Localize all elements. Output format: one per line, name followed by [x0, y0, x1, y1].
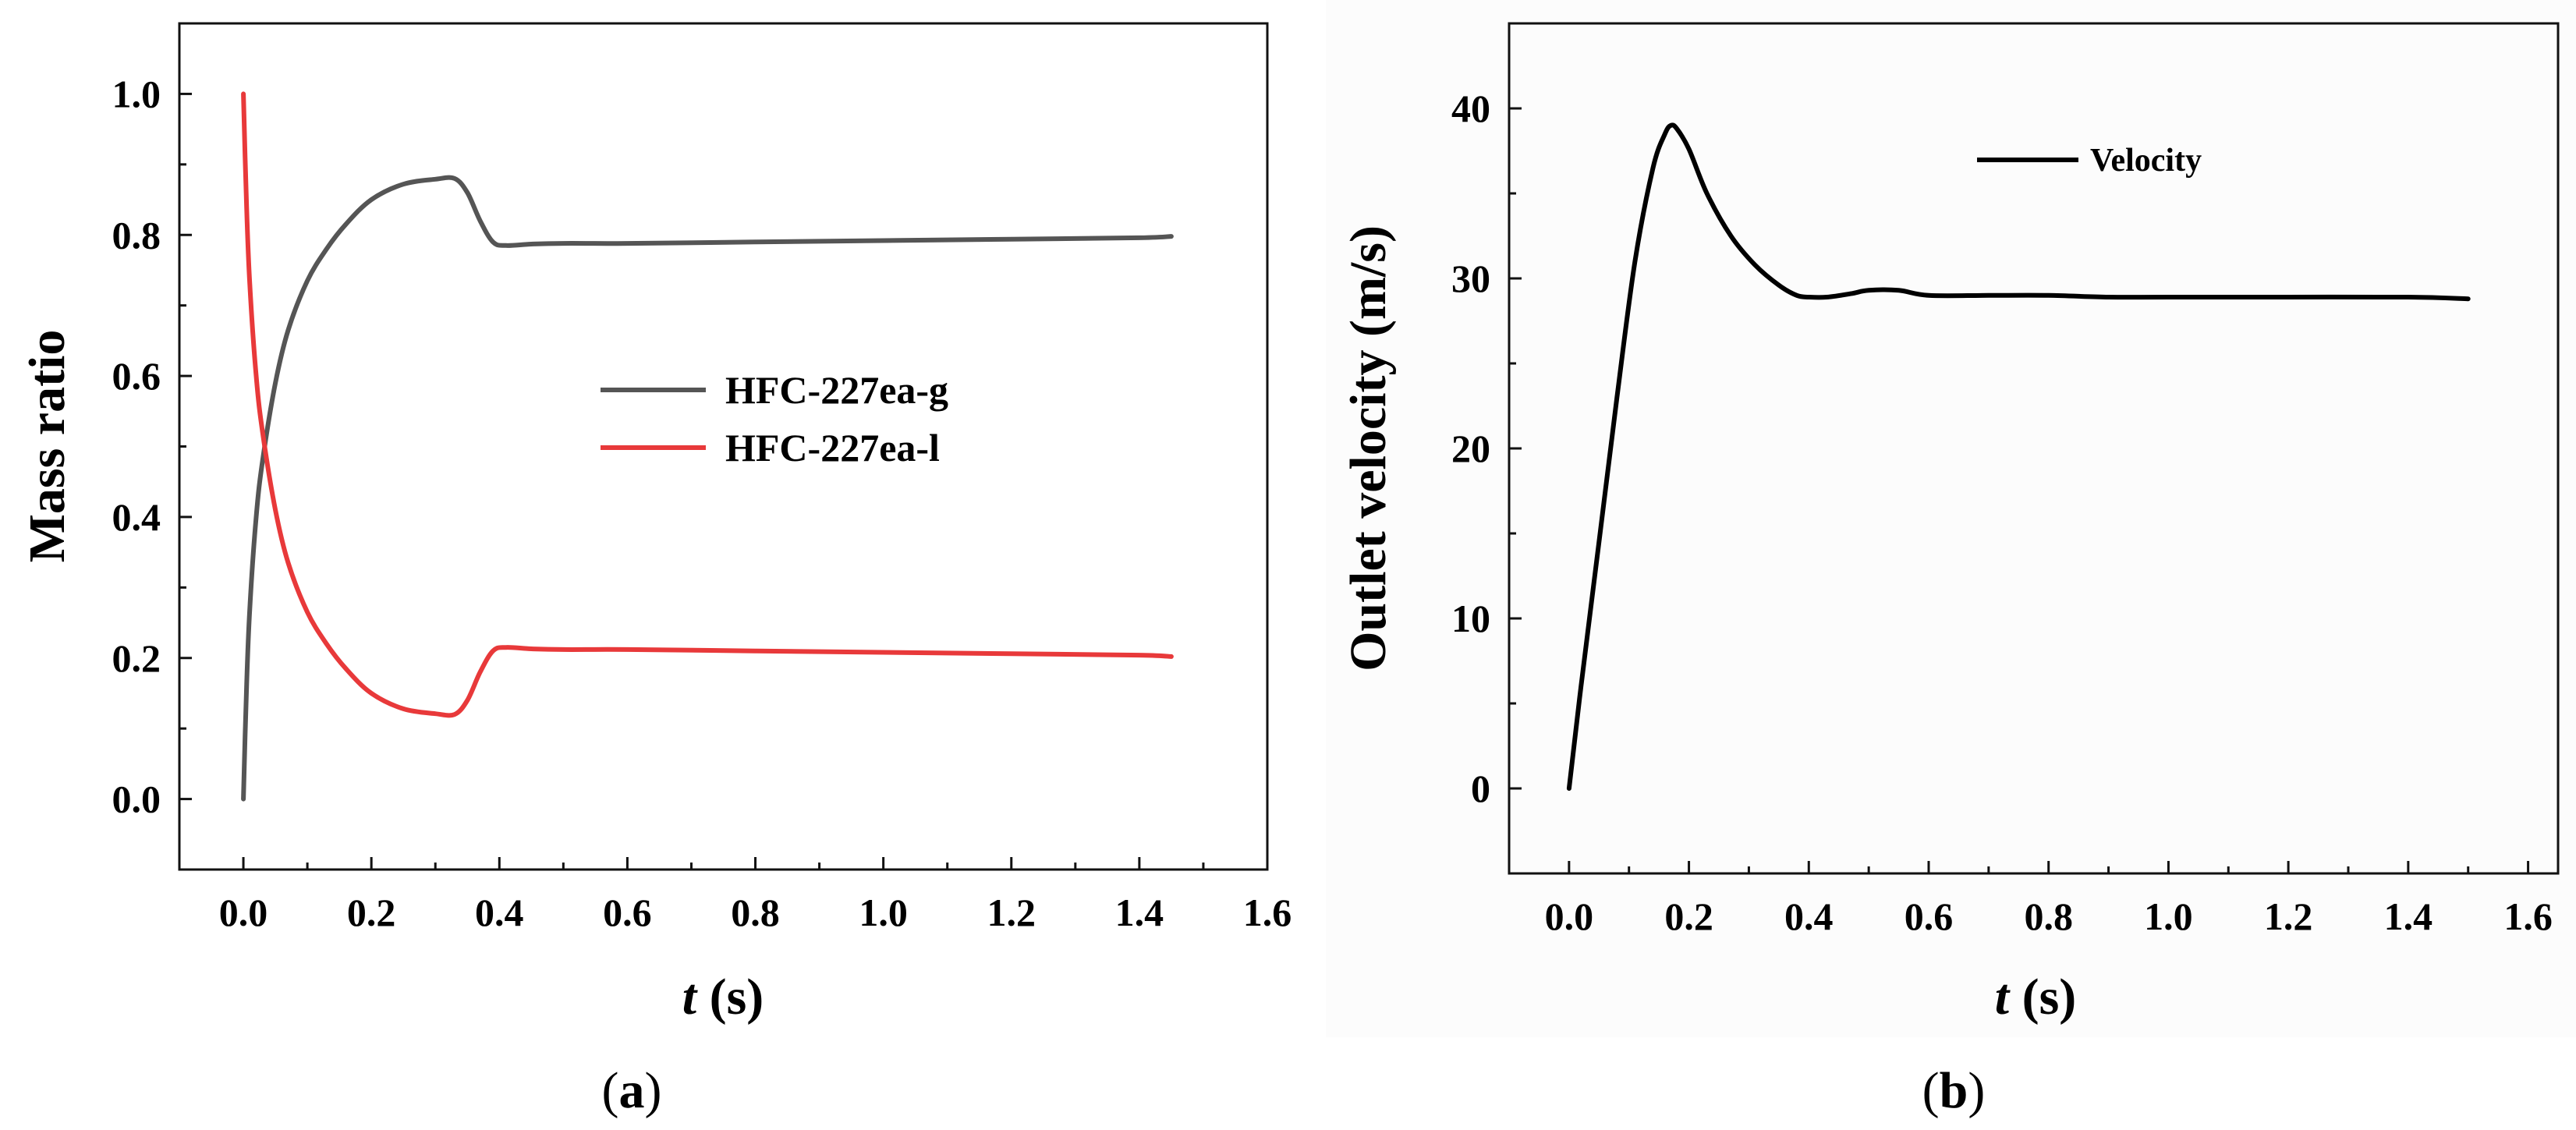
- panel-a-y-ticks: 0.0 0.2 0.4 0.6 0.8 1.0: [112, 72, 192, 821]
- panel-a-y-tick-label: 0.4: [112, 495, 161, 539]
- panel-b-y-tick-label: 30: [1451, 257, 1490, 300]
- panel-a-x-tick-label: 1.4: [1115, 891, 1164, 934]
- panel-a-y-tick-label: 0.6: [112, 354, 161, 398]
- panel-a-legend: HFC-227ea-g HFC-227ea-l: [601, 368, 948, 469]
- panel-a-background: [0, 0, 1326, 1037]
- panel-a-y-tick-label: 0.8: [112, 213, 161, 257]
- panel-b-x-axis-var: t: [1995, 969, 2011, 1026]
- panel-a-x-tick-label: 1.2: [987, 891, 1036, 934]
- panel-b-x-tick-label: 0.2: [1664, 894, 1713, 938]
- panel-a-x-tick-label: 1.6: [1243, 891, 1292, 934]
- panel-a-x-tick-label: 1.0: [859, 891, 908, 934]
- legend-label-hfc-227ea-g: HFC-227ea-g: [725, 368, 948, 412]
- panel-a-x-tick-label: 0.8: [731, 891, 780, 934]
- panel-b-x-tick-label: 0.8: [2024, 894, 2073, 938]
- panel-a-y-axis-label: Mass ratio: [19, 330, 76, 563]
- panel-b-y-ticks: 0 10 20 30 40: [1451, 87, 1522, 810]
- panel-b-x-tick-label: 1.6: [2503, 894, 2553, 938]
- panel-b-y-tick-label: 0: [1471, 767, 1490, 810]
- panel-a-caption: (a): [602, 1062, 662, 1119]
- panel-a-y-tick-label: 1.0: [112, 72, 161, 115]
- panel-b-x-tick-label: 1.0: [2144, 894, 2193, 938]
- panel-a-chart: 0.0 0.2 0.4 0.6 0.8 1.0 1.2 1.4 1.6 0.0 0.2 0.4 0.6…: [0, 0, 1326, 1119]
- panel-b-background: [1326, 0, 2576, 1037]
- panel-b-x-axis-label: t (s): [1995, 969, 2077, 1026]
- panel-b-y-tick-label: 40: [1451, 87, 1490, 130]
- panel-b-series-group: [1566, 122, 2471, 791]
- panel-b-y-axis-label: Outlet velocity (m/s): [1340, 225, 1397, 671]
- panel-a-x-axis-var: t: [682, 969, 698, 1026]
- panel-a-x-axis-unit: (s): [696, 969, 764, 1026]
- panel-a-y-tick-label: 0.0: [112, 778, 161, 821]
- panel-a-x-ticks: 0.0 0.2 0.4 0.6 0.8 1.0 1.2 1.4 1.6: [219, 857, 1292, 934]
- series-line-hfc-227ea-l: [241, 91, 1174, 718]
- panel-b-x-tick-label: 0.6: [1905, 894, 1954, 938]
- panel-b-y-tick-label: 20: [1451, 427, 1490, 470]
- series-line-hfc-227ea-g: [241, 175, 1174, 802]
- panel-a-x-axis-label: t (s): [682, 969, 764, 1026]
- panel-b-chart: 0.0 0.2 0.4 0.6 0.8 1.0 1.2 1.4 1.6 0 10 20 30 40 Ve…: [1326, 0, 2576, 1119]
- series-line-velocity: [1566, 122, 2471, 791]
- panel-b-legend: Velocity: [1977, 143, 2202, 179]
- panel-a-caption-letter: a: [619, 1062, 645, 1119]
- panel-b-x-tick-label: 1.2: [2264, 894, 2313, 938]
- legend-label-hfc-227ea-l: HFC-227ea-l: [725, 426, 940, 469]
- panel-b-caption: (b): [1922, 1062, 1986, 1119]
- panel-b-x-tick-label: 1.4: [2384, 894, 2433, 938]
- panel-a-x-tick-label: 0.0: [219, 891, 268, 934]
- panel-b-x-axis-unit: (s): [2009, 969, 2076, 1026]
- panel-a-y-tick-label: 0.2: [112, 636, 161, 680]
- panel-a-series-group: [241, 91, 1174, 802]
- panel-a-x-tick-label: 0.4: [475, 891, 524, 934]
- panel-b-x-tick-label: 0.0: [1545, 894, 1594, 938]
- panel-b-caption-letter: b: [1940, 1062, 1968, 1119]
- panel-a-x-tick-label: 0.6: [603, 891, 652, 934]
- panel-b-y-tick-label: 10: [1451, 597, 1490, 640]
- panel-a-x-tick-label: 0.2: [347, 891, 396, 934]
- panel-b-x-tick-label: 0.4: [1784, 894, 1834, 938]
- legend-label-velocity: Velocity: [2090, 143, 2202, 179]
- panel-b-x-ticks: 0.0 0.2 0.4 0.6 0.8 1.0 1.2 1.4 1.6: [1545, 861, 2553, 938]
